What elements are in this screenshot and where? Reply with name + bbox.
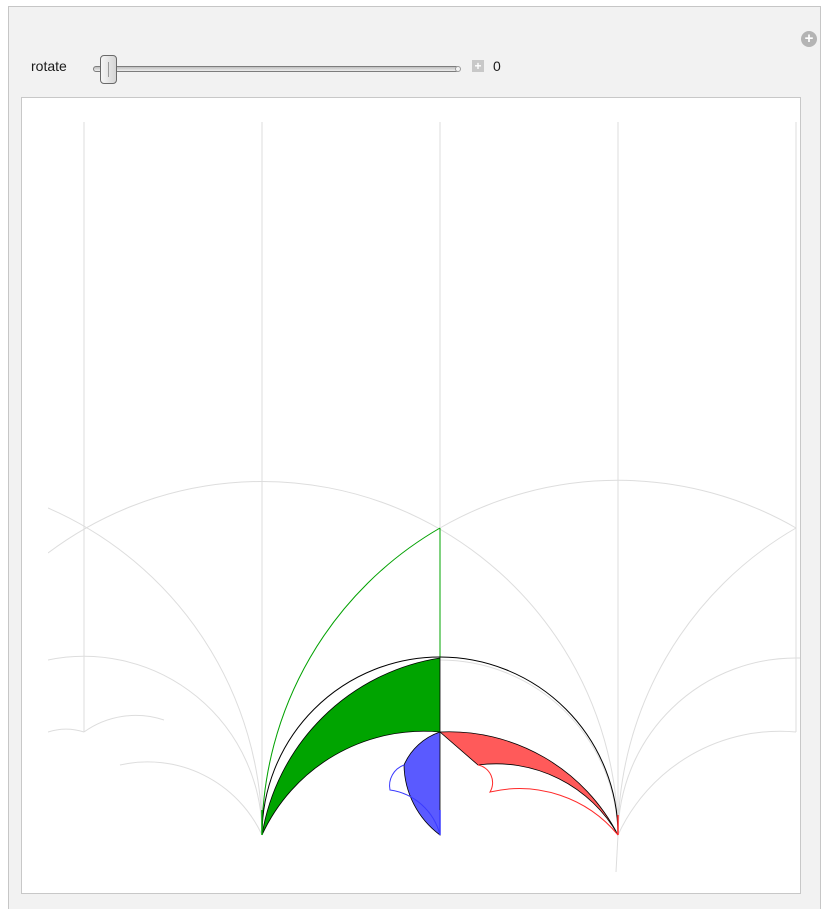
guide-arc-small <box>48 655 263 836</box>
plus-square-icon: + <box>474 59 482 73</box>
black-geodesic-outline <box>261 656 619 836</box>
add-bookmark-button[interactable]: + <box>801 31 817 47</box>
green-wedge-fill <box>261 657 441 836</box>
animation-controls-button[interactable]: + <box>472 60 484 72</box>
rotate-slider-end-cap <box>455 66 461 72</box>
red-wedge-fill <box>438 731 619 836</box>
blue-geodesic-outline <box>389 764 441 836</box>
guide-arc-small <box>617 657 800 836</box>
guide-arc <box>617 527 797 836</box>
guide-arc-small <box>83 714 165 733</box>
red-geodesic-outline <box>477 764 619 836</box>
guide-arc-small <box>617 730 797 836</box>
guide-arc-small <box>439 659 619 836</box>
rotate-slider-label: rotate <box>31 58 67 74</box>
guide-arc <box>48 507 263 836</box>
guide-arc-large <box>439 479 797 529</box>
blue-region <box>389 731 441 836</box>
red-region <box>438 731 619 836</box>
green-geodesic-outline <box>261 527 441 836</box>
guide-arc-small <box>615 834 619 873</box>
guide-arc-large <box>48 480 619 836</box>
rotate-slider-value: 0 <box>493 58 501 74</box>
guide-arc-small <box>48 728 85 733</box>
guide-geodesics <box>48 122 800 873</box>
plus-circle-icon: + <box>804 30 814 47</box>
blue-wedge-fill <box>403 731 441 836</box>
rotate-slider-thumb[interactable] <box>100 55 117 84</box>
guide-arc-small <box>119 761 263 836</box>
